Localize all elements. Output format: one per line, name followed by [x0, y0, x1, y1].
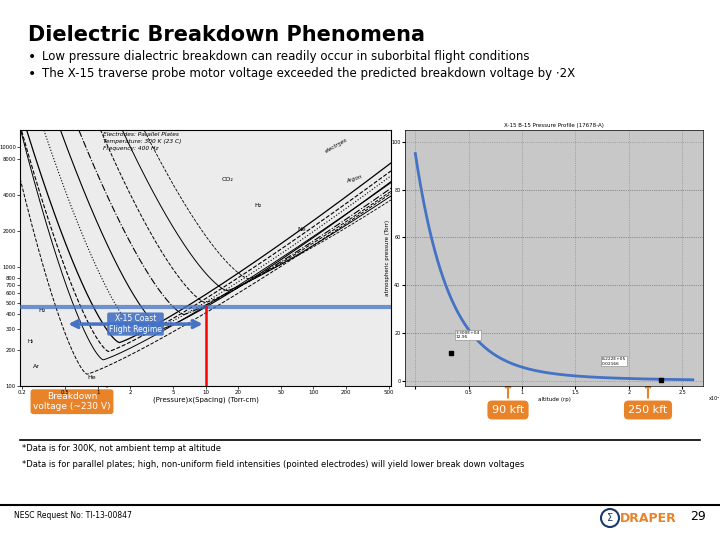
Text: The X-15 traverse probe motor voltage exceeded the predicted breakdown voltage b: The X-15 traverse probe motor voltage ex…	[42, 67, 575, 80]
Text: Approximate
motor voltage: Approximate motor voltage	[283, 170, 347, 216]
Text: X-15 Coast
Flight Regime: X-15 Coast Flight Regime	[109, 314, 162, 334]
Text: 29: 29	[690, 510, 706, 523]
Text: H₂: H₂	[254, 203, 261, 208]
X-axis label: altitude (rp): altitude (rp)	[538, 397, 570, 402]
Text: DRAPER: DRAPER	[620, 511, 677, 524]
Text: 90kft altitude
1cm gap: 90kft altitude 1cm gap	[300, 227, 386, 265]
Text: 250 kft: 250 kft	[629, 383, 667, 415]
Text: Frequency: 400 Hz: Frequency: 400 Hz	[103, 146, 158, 151]
Text: He: He	[87, 375, 96, 380]
Text: Low pressure dialectric breakdown can readily occur in suborbital flight conditi: Low pressure dialectric breakdown can re…	[42, 50, 529, 63]
Text: NESC Request No: TI-13-00847: NESC Request No: TI-13-00847	[14, 511, 132, 521]
Text: H₂: H₂	[38, 308, 46, 313]
Text: H₂: H₂	[27, 339, 34, 344]
Text: Argon: Argon	[346, 174, 363, 184]
Text: Dielectric Breakdown Phenomena: Dielectric Breakdown Phenomena	[28, 25, 425, 45]
Text: Breakdown
voltage (~230 V): Breakdown voltage (~230 V)	[33, 392, 111, 411]
Text: •: •	[28, 67, 36, 81]
Text: Ar: Ar	[33, 364, 40, 369]
Text: Ne: Ne	[297, 227, 306, 232]
Text: Electrodes: Parallel Plates: Electrodes: Parallel Plates	[103, 132, 179, 137]
Text: 8.222E+05
0.02166: 8.222E+05 0.02166	[602, 357, 626, 366]
Text: CO₂: CO₂	[222, 177, 233, 182]
Text: electrƽes: electrƽes	[324, 138, 348, 154]
Title: X-15 B-15 Pressure Profile (17678-A): X-15 B-15 Pressure Profile (17678-A)	[504, 123, 604, 128]
Text: •: •	[28, 50, 36, 64]
Text: Σ: Σ	[607, 513, 613, 523]
Text: Temperature: 300 K (23 C): Temperature: 300 K (23 C)	[103, 139, 181, 144]
X-axis label: (Pressure)x(Spacing) (Torr-cm): (Pressure)x(Spacing) (Torr-cm)	[153, 397, 258, 403]
Text: 90 kft: 90 kft	[492, 383, 524, 415]
Text: *Data is for parallel plates; high, non-uniform field intensities (pointed elect: *Data is for parallel plates; high, non-…	[22, 460, 524, 469]
Text: x10⁴: x10⁴	[708, 396, 720, 401]
Text: *Data is for 300K, not ambient temp at altitude: *Data is for 300K, not ambient temp at a…	[22, 444, 221, 453]
Y-axis label: atmospheric pressure (Torr): atmospheric pressure (Torr)	[384, 220, 390, 296]
Text: 3.300E+04
12.95: 3.300E+04 12.95	[456, 330, 480, 339]
